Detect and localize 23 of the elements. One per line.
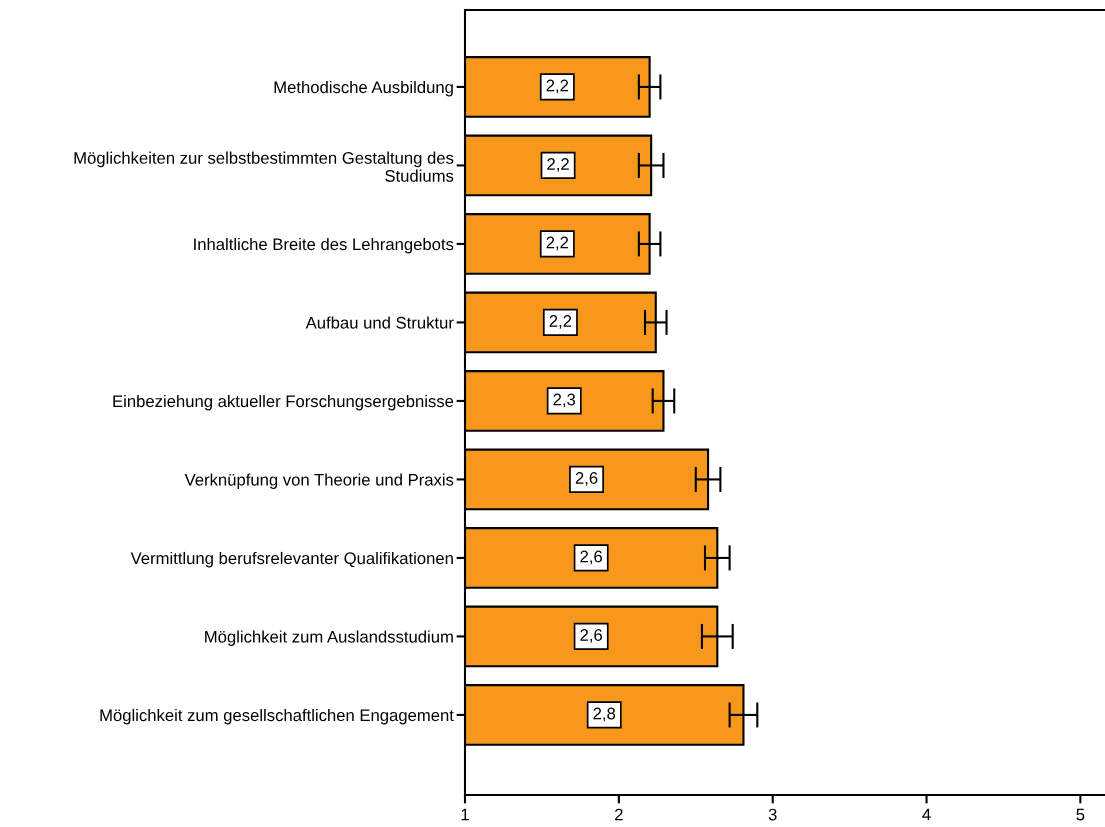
data-label: 2,2: [546, 79, 569, 94]
data-label: 2,8: [593, 707, 616, 722]
data-label: 2,6: [580, 550, 603, 565]
x-tick-label: 5: [1076, 808, 1085, 821]
y-tick-label: Möglichkeit zum gesellschaftlichen Engagement: [100, 708, 454, 725]
y-tick-label: Einbeziehung aktueller Forschungsergebnisse: [113, 394, 454, 411]
y-tick-label: Verknüpfung von Theorie und Praxis: [184, 473, 454, 489]
x-tick-label: 3: [768, 808, 777, 821]
data-label: 2,6: [580, 629, 603, 643]
y-tick-label: Inhaltliche Breite des Lehrangebots: [194, 237, 454, 254]
x-tick-label: 2: [615, 808, 623, 821]
x-tick-label: 1: [461, 808, 469, 821]
y-tick-label: Möglichkeit zum Auslandsstudium: [205, 630, 453, 646]
y-tick-label: Vermittlung berufsrelevanter Qualifikationen: [130, 551, 453, 568]
data-label: 2,2: [546, 236, 569, 251]
data-label: 2,2: [549, 315, 572, 329]
data-label: 2,2: [547, 158, 569, 172]
data-label: 2,6: [575, 472, 598, 486]
y-tick-label: Methodische Ausbildung: [274, 80, 453, 97]
x-tick-label: 4: [922, 808, 931, 821]
y-tick-label: Aufbau und Struktur: [305, 316, 454, 329]
y-tick-label: Möglichkeiten zur selbstbestimmten Gestaltung des Studiums: [74, 151, 454, 182]
data-label: 2,3: [553, 393, 576, 408]
